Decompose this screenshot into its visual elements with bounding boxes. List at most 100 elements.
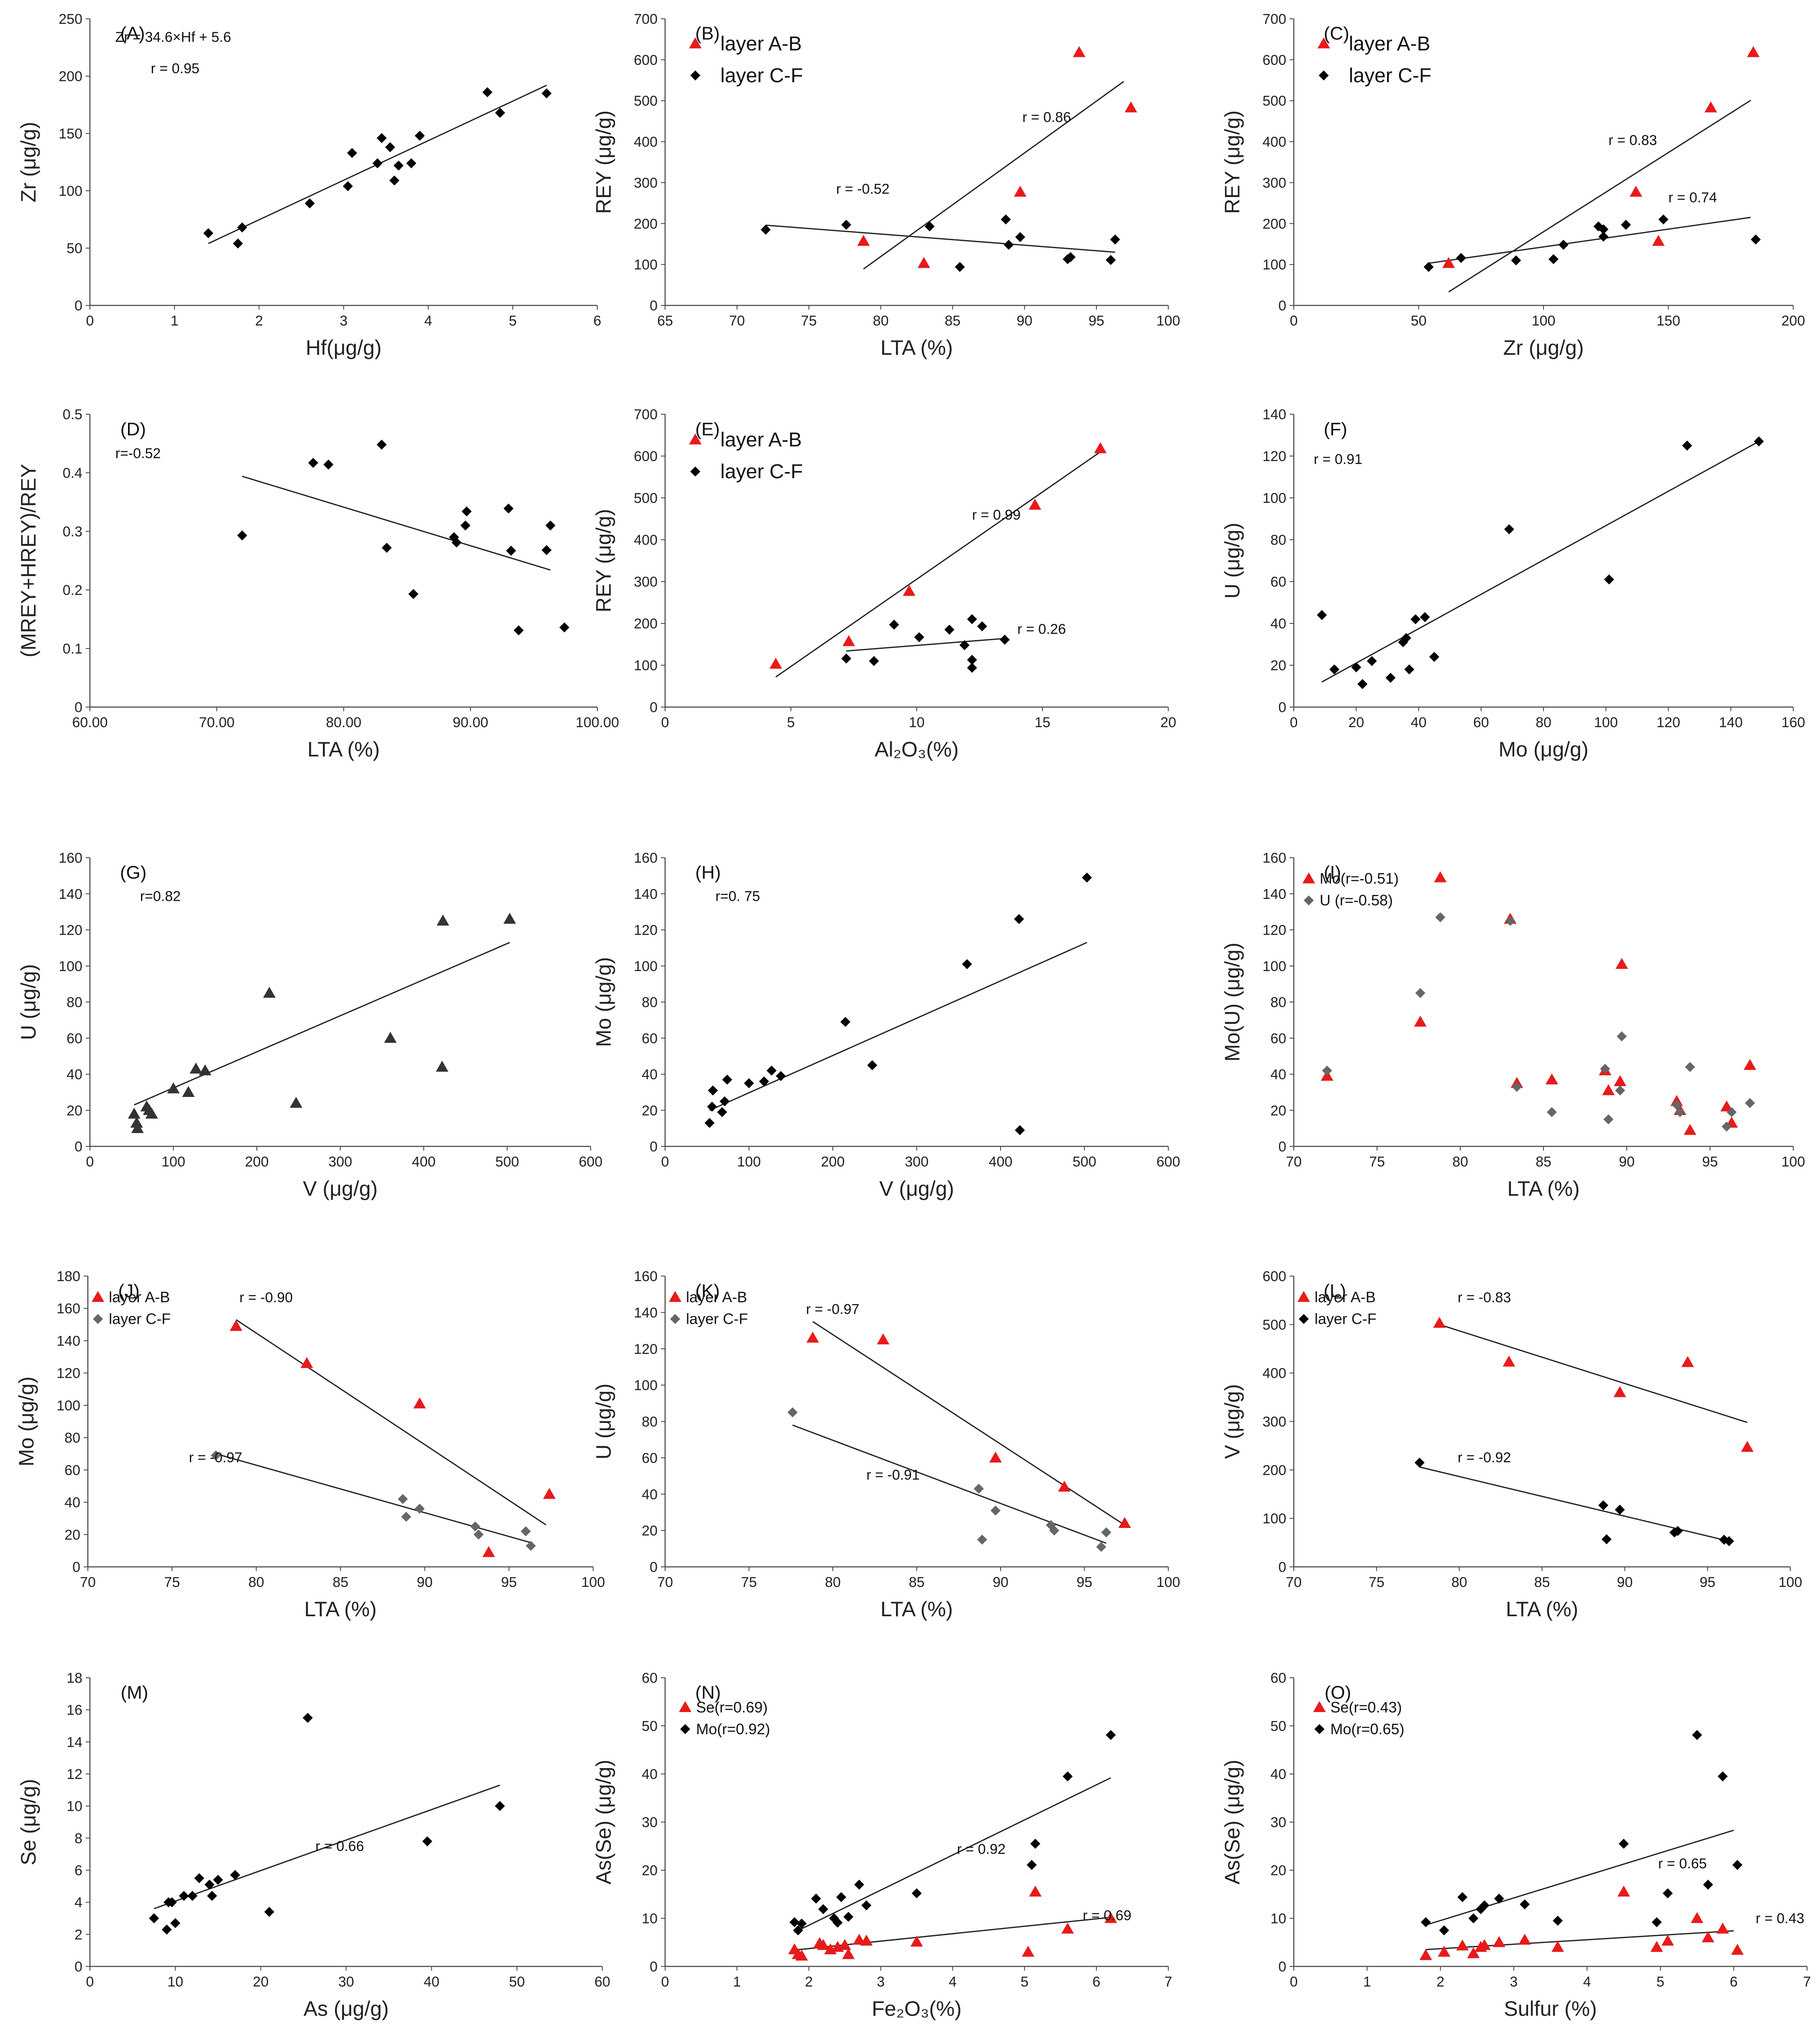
y-tick-label: 80: [1270, 995, 1286, 1010]
x-axis-label: LTA (%): [307, 738, 380, 761]
data-point: [323, 459, 334, 470]
data-point: [1726, 1107, 1737, 1118]
data-point: [207, 1891, 217, 1901]
data-point: [372, 158, 383, 169]
y-axis-label: REY (μg/g): [1221, 110, 1244, 214]
y-tick-label: 200: [1262, 1462, 1286, 1478]
trend-line: [1426, 1930, 1734, 1951]
y-tick-label: 14: [67, 1734, 82, 1750]
data-point: [1058, 1480, 1071, 1492]
data-point: [1661, 1935, 1674, 1946]
x-axis-label: V (μg/g): [303, 1177, 378, 1200]
data-point: [389, 175, 399, 186]
y-tick-label: 18: [67, 1670, 82, 1686]
data-point: [1720, 1100, 1733, 1112]
x-axis-label: LTA (%): [881, 1597, 953, 1621]
data-point: [1434, 871, 1447, 882]
x-tick-label: 7: [1803, 1974, 1811, 1990]
annotation: r=-0.52: [115, 446, 161, 461]
data-point: [1613, 1386, 1626, 1397]
y-axis-label: As(Se) (μg/g): [1221, 1760, 1244, 1884]
legend-label: Se(r=0.43): [1330, 1699, 1402, 1716]
data-point: [203, 228, 214, 238]
data-point: [1479, 1900, 1490, 1910]
data-point: [1704, 101, 1717, 113]
data-point: [1435, 912, 1446, 923]
data-point: [526, 1541, 536, 1551]
chart-panel-o: 0 1 2 3 4 5 6 7 0 10 20 30 40 50 60 Sulfur (%) As(Se) (μ…: [1221, 1670, 1811, 2020]
x-axis-label: LTA (%): [881, 336, 953, 359]
data-point: [1357, 679, 1368, 689]
trend-line: [709, 942, 1088, 1111]
trend-line: [235, 1319, 547, 1525]
y-tick-label: 500: [634, 93, 658, 109]
data-point: [545, 520, 555, 531]
data-point: [1692, 1730, 1702, 1740]
y-tick-label: 160: [634, 850, 658, 866]
y-tick-label: 0.5: [63, 407, 82, 423]
x-tick-label: 0: [1290, 313, 1298, 329]
legend-marker: [1314, 1724, 1325, 1734]
annotation: r = 0.74: [1669, 190, 1717, 205]
x-tick-label: 80: [825, 1574, 841, 1590]
legend-label: layer C-F: [720, 64, 803, 87]
trend-line: [242, 475, 551, 571]
panel-label: (C): [1324, 23, 1349, 44]
data-point: [1731, 1943, 1744, 1955]
legend-label: layer C-F: [720, 461, 803, 483]
y-tick-label: 500: [1262, 1317, 1286, 1333]
y-tick-label: 0: [74, 700, 82, 715]
data-point: [1691, 1912, 1704, 1923]
data-point: [787, 1407, 798, 1418]
y-tick-label: 0: [74, 1139, 82, 1155]
y-tick-label: 100: [56, 1398, 80, 1414]
y-tick-label: 60: [1270, 1670, 1286, 1686]
y-axis-label: (MREY+HREY)/REY: [17, 464, 40, 658]
y-tick-label: 600: [1262, 1269, 1286, 1284]
legend-marker: [1318, 70, 1329, 81]
x-tick-label: 5: [787, 715, 795, 731]
y-tick-label: 12: [67, 1766, 82, 1782]
y-tick-label: 400: [1262, 134, 1286, 150]
chart-panel-e: 0 5 10 15 200100200300400500600700Al₂O₃(%)RE…: [592, 407, 1176, 761]
y-tick-label: 10: [67, 1799, 82, 1815]
x-tick-label: 150: [1656, 313, 1680, 329]
data-point: [1062, 1771, 1073, 1781]
legend-label: Mo(r=-0.51): [1320, 870, 1399, 887]
data-point: [263, 987, 276, 998]
legend-marker: [1303, 895, 1314, 906]
data-point: [1094, 442, 1107, 454]
legend-marker: [680, 1724, 691, 1734]
y-tick-label: 4: [74, 1895, 82, 1911]
data-point: [1615, 1505, 1625, 1515]
data-point: [841, 654, 852, 664]
data-point: [843, 1912, 854, 1922]
y-tick-label: 80: [67, 995, 82, 1010]
data-point: [145, 1107, 158, 1119]
x-tick-label: 75: [801, 313, 817, 329]
chart-panel-m: 0 10 20 30 40 50 60 0 2 4 6 8 10 12 14 16 18 As (μg/g) Se …: [17, 1670, 610, 2020]
data-point: [1104, 1912, 1117, 1923]
y-tick-label: 100: [1262, 490, 1286, 506]
data-point: [1003, 240, 1014, 250]
y-tick-label: 0: [72, 1559, 80, 1575]
y-tick-label: 0: [1278, 1559, 1286, 1575]
data-point: [867, 1060, 878, 1070]
x-tick-label: 2: [255, 313, 263, 329]
data-point: [1415, 988, 1426, 998]
y-tick-label: 140: [56, 1333, 80, 1349]
x-tick-label: 140: [1719, 715, 1743, 731]
data-point: [1414, 1015, 1427, 1027]
data-point: [130, 1116, 143, 1128]
x-tick-label: 3: [1510, 1974, 1518, 1990]
data-point: [917, 257, 930, 268]
data-point: [376, 439, 387, 450]
data-point: [513, 625, 524, 636]
data-point: [347, 148, 357, 158]
annotation: r = -0.90: [239, 1290, 293, 1306]
data-point: [397, 1494, 408, 1504]
data-point: [1001, 214, 1011, 225]
data-point: [1073, 46, 1085, 57]
data-point: [1518, 1933, 1531, 1945]
data-point: [832, 1917, 843, 1928]
